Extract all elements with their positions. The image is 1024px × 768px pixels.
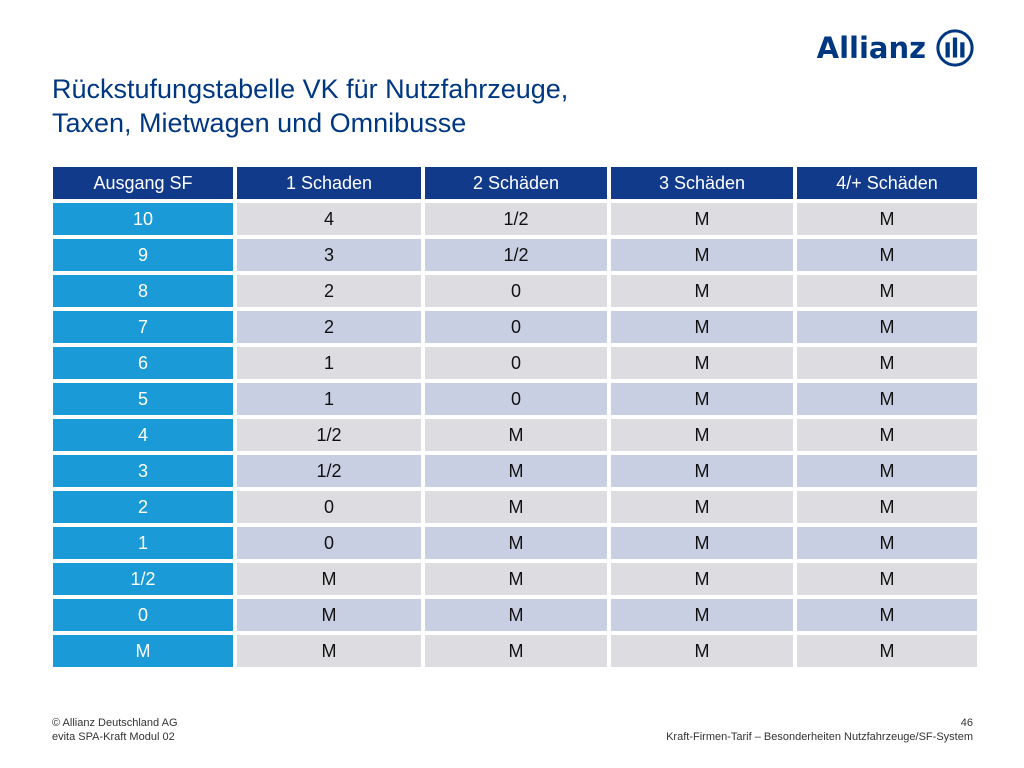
- column-header-2-schaeden: 2 Schäden: [425, 167, 607, 199]
- table-cell: M: [797, 419, 977, 451]
- table-cell: M: [611, 527, 793, 559]
- row-header-sf-class: 0: [53, 599, 233, 631]
- column-header-1-schaden: 1 Schaden: [237, 167, 421, 199]
- logo-wordmark: Allianz: [816, 31, 926, 65]
- table-cell: 0: [237, 527, 421, 559]
- row-header-sf-class: 3: [53, 455, 233, 487]
- table-cell: M: [611, 239, 793, 271]
- row-header-sf-class: 7: [53, 311, 233, 343]
- table-cell: M: [425, 419, 607, 451]
- table-cell: M: [611, 599, 793, 631]
- table-cell: 1/2: [425, 203, 607, 235]
- table-cell: M: [611, 419, 793, 451]
- table-cell: 0: [425, 347, 607, 379]
- table-cell: M: [611, 311, 793, 343]
- table-cell: M: [425, 599, 607, 631]
- slide-title-line-2: Taxen, Mietwagen und Omnibusse: [52, 108, 467, 138]
- table-cell: M: [797, 635, 977, 667]
- allianz-eagle-icon: [936, 29, 974, 67]
- column-header-3-schaeden: 3 Schäden: [611, 167, 793, 199]
- table-row: 10 4 1/2 M M: [53, 203, 977, 235]
- table-cell: M: [611, 563, 793, 595]
- allianz-logo: Allianz: [817, 26, 974, 70]
- row-header-sf-class: M: [53, 635, 233, 667]
- table-cell: M: [237, 599, 421, 631]
- table-cell: M: [797, 347, 977, 379]
- table-cell: M: [611, 491, 793, 523]
- table-row: 3 1/2 M M M: [53, 455, 977, 487]
- table-cell: M: [797, 455, 977, 487]
- row-header-sf-class: 9: [53, 239, 233, 271]
- table-cell: M: [425, 563, 607, 595]
- table-cell: 2: [237, 311, 421, 343]
- table-cell: M: [237, 635, 421, 667]
- table-cell: M: [797, 563, 977, 595]
- footer-copyright: © Allianz Deutschland AG: [52, 717, 178, 729]
- table-cell: M: [237, 563, 421, 595]
- table-cell: M: [797, 239, 977, 271]
- table-cell: M: [611, 635, 793, 667]
- table-row: 9 3 1/2 M M: [53, 239, 977, 271]
- table-cell: M: [797, 203, 977, 235]
- row-header-sf-class: 1: [53, 527, 233, 559]
- table-cell: M: [797, 383, 977, 415]
- row-header-sf-class: 4: [53, 419, 233, 451]
- footer-right: 46 Kraft-Firmen-Tarif – Besonderheiten N…: [666, 716, 973, 744]
- row-header-sf-class: 5: [53, 383, 233, 415]
- table-cell: 4: [237, 203, 421, 235]
- table-cell: 0: [425, 383, 607, 415]
- row-header-sf-class: 1/2: [53, 563, 233, 595]
- row-header-sf-class: 8: [53, 275, 233, 307]
- table-cell: M: [425, 491, 607, 523]
- table-cell: M: [425, 527, 607, 559]
- table-cell: 3: [237, 239, 421, 271]
- table-cell: M: [425, 455, 607, 487]
- table-cell: 0: [237, 491, 421, 523]
- row-header-sf-class: 2: [53, 491, 233, 523]
- table-row: 4 1/2 M M M: [53, 419, 977, 451]
- table-cell: M: [425, 635, 607, 667]
- table-cell: M: [797, 527, 977, 559]
- table-cell: 0: [425, 311, 607, 343]
- row-header-sf-class: 6: [53, 347, 233, 379]
- slide-title: Rückstufungstabelle VK für Nutzfahrzeuge…: [52, 72, 752, 140]
- table-cell: 1/2: [237, 455, 421, 487]
- table-cell: 1: [237, 347, 421, 379]
- row-header-sf-class: 10: [53, 203, 233, 235]
- slide-title-line-1: Rückstufungstabelle VK für Nutzfahrzeuge…: [52, 74, 569, 104]
- table-header-row: Ausgang SF 1 Schaden 2 Schäden 3 Schäden…: [53, 167, 977, 199]
- footer-module: evita SPA-Kraft Modul 02: [52, 731, 175, 743]
- table-cell: M: [797, 311, 977, 343]
- table-cell: 0: [425, 275, 607, 307]
- column-header-4-plus-schaeden: 4/+ Schäden: [797, 167, 977, 199]
- table-cell: M: [611, 383, 793, 415]
- table-cell: M: [611, 203, 793, 235]
- table-row: 1/2 M M M M: [53, 563, 977, 595]
- table-cell: M: [611, 275, 793, 307]
- table-cell: M: [797, 491, 977, 523]
- table-cell: M: [611, 347, 793, 379]
- footer-subtitle: Kraft-Firmen-Tarif – Besonderheiten Nutz…: [666, 731, 973, 743]
- table-cell: 1/2: [237, 419, 421, 451]
- table-cell: M: [797, 599, 977, 631]
- table-cell: 1/2: [425, 239, 607, 271]
- table-cell: M: [797, 275, 977, 307]
- footer-left: © Allianz Deutschland AG evita SPA-Kraft…: [52, 716, 178, 744]
- sf-downgrade-table: Ausgang SF 1 Schaden 2 Schäden 3 Schäden…: [49, 163, 981, 671]
- column-header-ausgang-sf: Ausgang SF: [53, 167, 233, 199]
- table-cell: 1: [237, 383, 421, 415]
- page-number: 46: [960, 717, 973, 729]
- table-cell: 2: [237, 275, 421, 307]
- table-cell: M: [611, 455, 793, 487]
